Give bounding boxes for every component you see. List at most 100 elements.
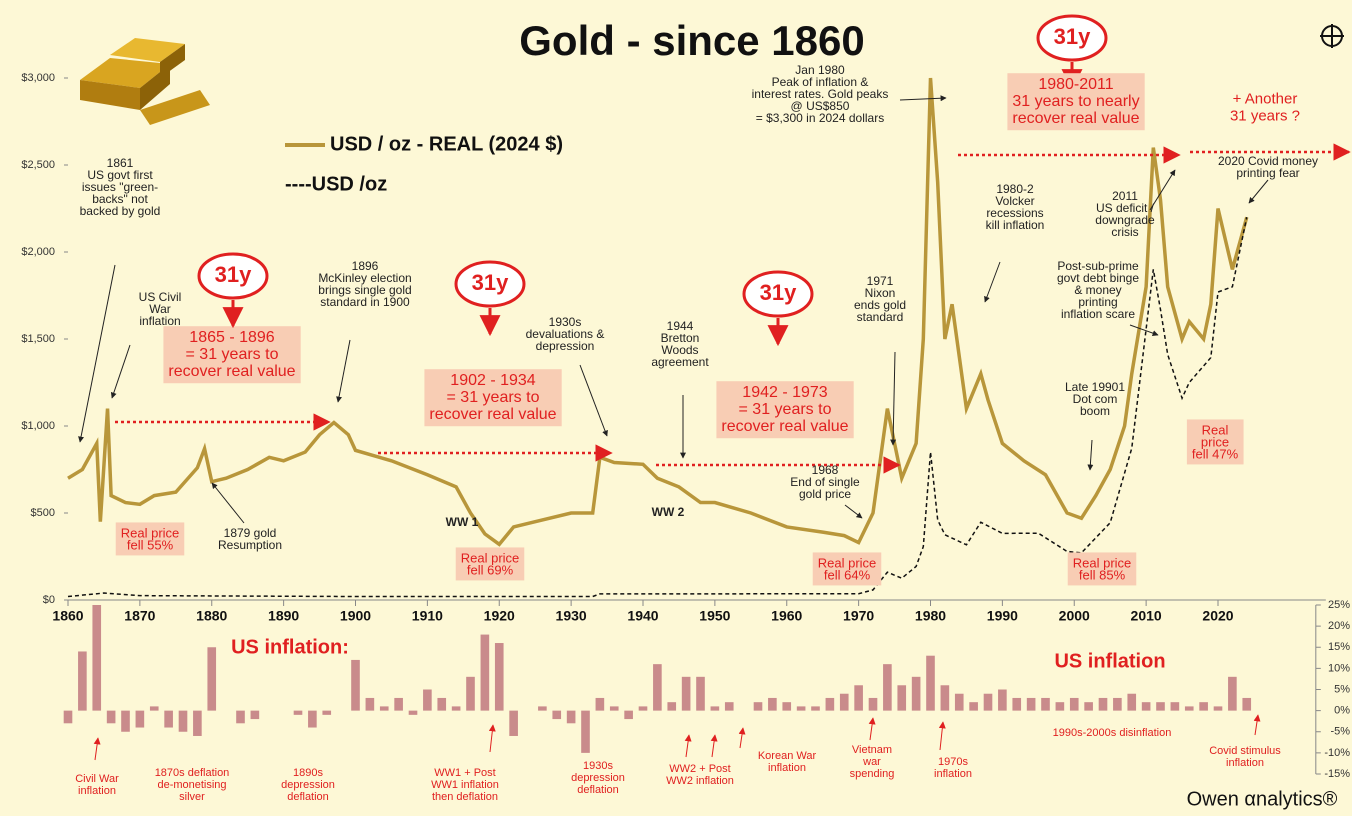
annotation: 31y: [456, 262, 524, 334]
annotation: 1990s-2000s disinflation: [1053, 727, 1172, 739]
bar: [1142, 702, 1151, 710]
bar: [811, 706, 820, 710]
x-tick-label: 2020: [1202, 608, 1233, 624]
bar: [92, 605, 101, 711]
annotation: 1865 - 1896= 31 years torecover real val…: [163, 326, 300, 383]
pointer: [212, 483, 244, 523]
x-tick-label: 1920: [484, 608, 515, 624]
annotation: Covid stimulusinflation: [1209, 745, 1281, 769]
annotation-text: depression: [281, 779, 335, 791]
bar: [596, 698, 605, 711]
bar: [1012, 698, 1021, 711]
bar: [495, 643, 504, 711]
annotation-text: 31y: [1054, 24, 1091, 49]
bar: [351, 660, 360, 711]
annotation: Late 19901Dot comboom: [1065, 380, 1125, 418]
annotation: 1944BrettonWoodsagreement: [651, 319, 709, 369]
annotation: Real pricefell 64%: [813, 552, 882, 585]
annotation-text: inflation scare: [1061, 307, 1135, 321]
annotation-text: WW1 + Post: [434, 767, 495, 779]
annotation-text: silver: [179, 791, 205, 803]
bar: [437, 698, 446, 711]
annotation-text: kill inflation: [986, 218, 1045, 232]
x-tick-label: 1890: [268, 608, 299, 624]
bar: [466, 677, 475, 711]
annotation-text: deflation: [577, 784, 619, 796]
y2-tick-label: 0%: [1334, 705, 1350, 717]
y-tick-label: $1,500: [21, 333, 55, 345]
pointer: [80, 265, 115, 442]
bar: [782, 702, 791, 710]
bar: [1027, 698, 1036, 711]
annotation-text: WW2 + Post: [669, 763, 730, 775]
y-tick-label: $2,500: [21, 159, 55, 171]
bar: [1113, 698, 1122, 711]
bar: [984, 694, 993, 711]
x-tick-label: 2000: [1059, 608, 1090, 624]
arrow: [870, 718, 873, 740]
y2-tick-label: 20%: [1328, 620, 1350, 632]
bar: [1171, 702, 1180, 710]
bar: [653, 664, 662, 710]
annotation-text: fell 85%: [1079, 567, 1126, 582]
pointer: [900, 98, 946, 100]
x-tick-label: 1990: [987, 608, 1018, 624]
annotation: WW 2: [652, 505, 685, 519]
x-tick-label: 1910: [412, 608, 443, 624]
y-tick-label: $0: [43, 594, 55, 606]
bar: [1242, 698, 1251, 711]
annotation-text: 1902 - 1934: [450, 372, 536, 389]
annotation: Realpricefell 47%: [1187, 419, 1244, 464]
crosshair-icon: [1320, 24, 1344, 48]
bar: [1041, 698, 1050, 711]
annotation-text: Civil War: [75, 773, 119, 785]
bar: [164, 711, 173, 728]
annotation-text: 1980-2011: [1038, 76, 1113, 93]
pointer: [1130, 325, 1158, 335]
bar: [136, 711, 145, 728]
x-tick-label: 1970: [843, 608, 874, 624]
annotation-text: US inflation: [1054, 650, 1165, 672]
bar: [251, 711, 260, 719]
y2-tick-label: -15%: [1324, 768, 1350, 780]
bar: [926, 656, 935, 711]
annotation-text: inflation: [1226, 757, 1264, 769]
bar: [1084, 702, 1093, 710]
annotation: WW 1: [446, 515, 479, 529]
logo: Owen αnalytics®: [1187, 788, 1338, 810]
annotation-text: fell 69%: [467, 562, 514, 577]
x-tick-label: 2010: [1131, 608, 1162, 624]
x-tick-label: 1930: [556, 608, 587, 624]
bar: [1228, 677, 1237, 711]
chart-title: Gold - since 1860: [519, 17, 864, 64]
annotation-text: 31 years ?: [1230, 107, 1300, 124]
annotation-text: standard: [857, 310, 904, 324]
bar: [1070, 698, 1079, 711]
y2-tick-label: 10%: [1328, 662, 1350, 674]
pointer: [1249, 180, 1268, 203]
bar: [725, 702, 734, 710]
bar: [610, 706, 619, 710]
bar: [207, 647, 216, 710]
annotation: 31y: [199, 254, 267, 326]
legend-label: ----USD /oz: [285, 173, 387, 195]
annotation-text: recover real value: [168, 363, 295, 380]
annotation-text: inflation: [139, 314, 180, 328]
bar: [1099, 698, 1108, 711]
bar: [509, 711, 518, 736]
arrow: [712, 735, 715, 757]
bar: [121, 711, 130, 732]
x-tick-label: 1960: [771, 608, 802, 624]
x-tick-label: 1900: [340, 608, 371, 624]
annotation: 2011US deficit /downgradecrisis: [1095, 189, 1155, 239]
arrow: [1255, 715, 1258, 735]
annotation: 1971Nixonends goldstandard: [854, 274, 906, 324]
bar: [322, 711, 331, 715]
x-tick-label: 1870: [124, 608, 155, 624]
bar: [179, 711, 188, 732]
annotation: US inflation: [1054, 650, 1165, 672]
bar: [696, 677, 705, 711]
bar: [193, 711, 202, 736]
